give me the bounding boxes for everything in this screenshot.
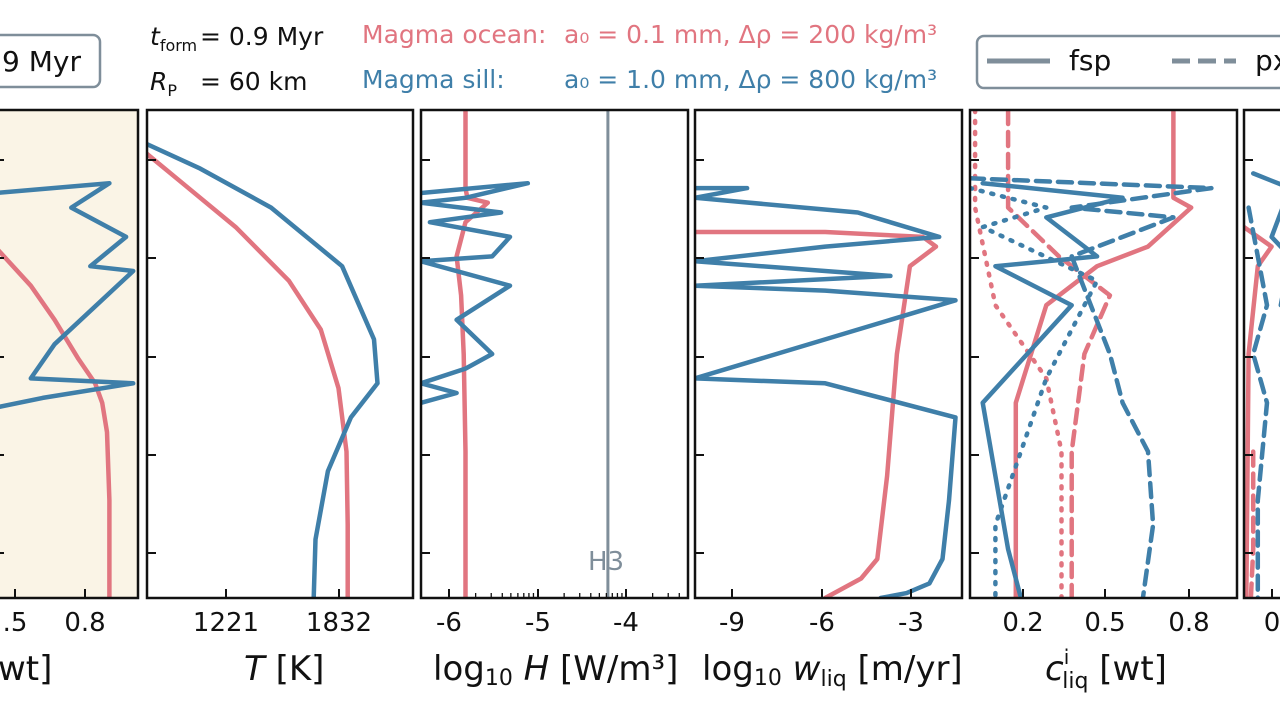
xlabel-p3-symsub: liq: [820, 667, 846, 692]
series-sill-dashed-p5-2: [1246, 205, 1270, 598]
t-form-label: tform: [150, 22, 197, 55]
xtick-label-p4-2: 0.8: [1168, 608, 1209, 638]
legend-box: [975, 34, 1280, 90]
series-sill-dashed-p4-4: [970, 176, 1214, 598]
shaded-region: [0, 110, 138, 598]
xlabel-p2-pre: log: [433, 649, 485, 689]
xlabel-p4-sup: i: [1064, 645, 1070, 669]
xlabel-p3: log10 wliq [m/yr]: [702, 649, 963, 692]
sill-params: a₀ = 1.0 mm, Δρ = 800 kg/m³: [564, 65, 937, 94]
axes-frame-p5: [1242, 108, 1280, 600]
series-ocean-solid-p4-0: [1013, 110, 1194, 598]
series-ocean-dashed-p4-1: [1005, 110, 1113, 598]
sill-label: Magma sill:: [362, 65, 505, 94]
axes-frame-p3: [693, 108, 964, 600]
xlabel-p2-rest: [W/m³]: [549, 649, 678, 689]
panel-liquid-velocity: -9 -6 -3: [693, 108, 964, 638]
series-sill-solid-p1-1: [147, 141, 380, 598]
ocean-label: Magma ocean:: [362, 20, 546, 49]
xlabel-p3-pre: log: [702, 649, 754, 689]
xtick-label-p4-0: 0.2: [1002, 608, 1043, 638]
panel-liquid-composition: 0.2 0.5 0.8: [968, 108, 1239, 638]
r-p-symbol: R: [150, 67, 167, 96]
xlabel-p3-sub: 10: [754, 666, 782, 691]
series-sill-solid-p3-1: [695, 185, 958, 598]
xtick-label-p3-2: -3: [898, 608, 924, 638]
annotation-h3: H3: [588, 547, 624, 577]
xtick-label-p1-1: 1832: [306, 608, 372, 638]
xtick-label-p2-0: -6: [436, 608, 462, 638]
xlabel-p4: ci liq [wt]: [1045, 645, 1167, 694]
legend-solid-label: fsp: [1069, 44, 1111, 77]
xlabel-p3-symbol: w: [782, 649, 821, 689]
series-sill-solid-p0-1: [0, 180, 136, 409]
r-p-value: = 60 km: [200, 67, 307, 96]
series-ocean-solid-p1-0: [147, 151, 350, 598]
xtick-label-p0-0: .5: [3, 608, 28, 638]
xlabel-p1-rest: [K]: [265, 649, 325, 689]
xlabel-p4-symsub: liq: [1062, 669, 1088, 694]
t-form-subscript: form: [160, 36, 197, 55]
xlabel-p2: log10 H [W/m³]: [433, 649, 678, 691]
panel-temperature: 1221 1832: [145, 108, 415, 638]
axes-frame-p4: [968, 108, 1239, 600]
series-ocean-dashed-p5-3: [1248, 449, 1256, 598]
xlabel-p1-symbol: T: [244, 649, 267, 689]
series-sill-dotted-p4-5: [970, 185, 1100, 598]
panel-composition-left: .5 0.8: [0, 108, 140, 638]
xlabel-p2-sub: 10: [485, 666, 513, 691]
xlabel-p4-rest: [wt]: [1088, 649, 1166, 689]
t-form-value: = 0.9 Myr: [200, 22, 324, 51]
xtick-label-p0-1: 0.8: [64, 608, 105, 638]
series-ocean-dotted-p4-2: [972, 110, 1064, 598]
ocean-params: a₀ = 0.1 mm, Δρ = 200 kg/m³: [564, 20, 937, 49]
axes-frame-p2: [419, 108, 690, 600]
t-form-symbol: t: [150, 22, 161, 51]
series-sill-solid-p2-1: [421, 180, 531, 406]
series-ocean-solid-p3-0: [695, 229, 939, 598]
r-p-label: RP: [150, 67, 177, 100]
xlabel-p1: T [K]: [244, 649, 324, 689]
xlabel-p2-symbol: H: [513, 649, 549, 689]
xtick-label-p3-0: -9: [719, 608, 745, 638]
xtick-label-p3-1: -6: [809, 608, 835, 638]
xtick-label-p1-0: 1221: [193, 608, 259, 638]
legend: fsp px: [975, 34, 1280, 90]
header: 9 Myr tform = 0.9 Myr RP = 60 km Magma o…: [0, 20, 1280, 100]
time-badge-box: [0, 33, 102, 89]
xlabel-p3-rest: [m/yr]: [847, 649, 963, 689]
xlabel-p0: wt]: [0, 649, 52, 689]
series-ocean-solid-p2-0: [454, 110, 491, 598]
xtick-label-p2-2: -4: [613, 608, 639, 638]
axes-frame-p1: [145, 108, 415, 600]
panel-composition-right: 0: [1242, 108, 1280, 638]
xlabel-p4-symbol: c: [1045, 649, 1064, 689]
series-sill-solid-p5-1: [1250, 171, 1280, 308]
r-p-subscript: P: [167, 81, 177, 100]
xtick-label-p5-0: 0: [1264, 608, 1280, 638]
xtick-label-p4-1: 0.5: [1084, 608, 1125, 638]
axes-frame-p0: [0, 108, 140, 600]
panel-heating: -6 -5 -4 H3: [419, 108, 690, 638]
legend-dashed-label: px: [1255, 44, 1280, 77]
time-badge: 9 Myr: [2, 45, 81, 78]
xtick-label-p2-1: -5: [525, 608, 551, 638]
